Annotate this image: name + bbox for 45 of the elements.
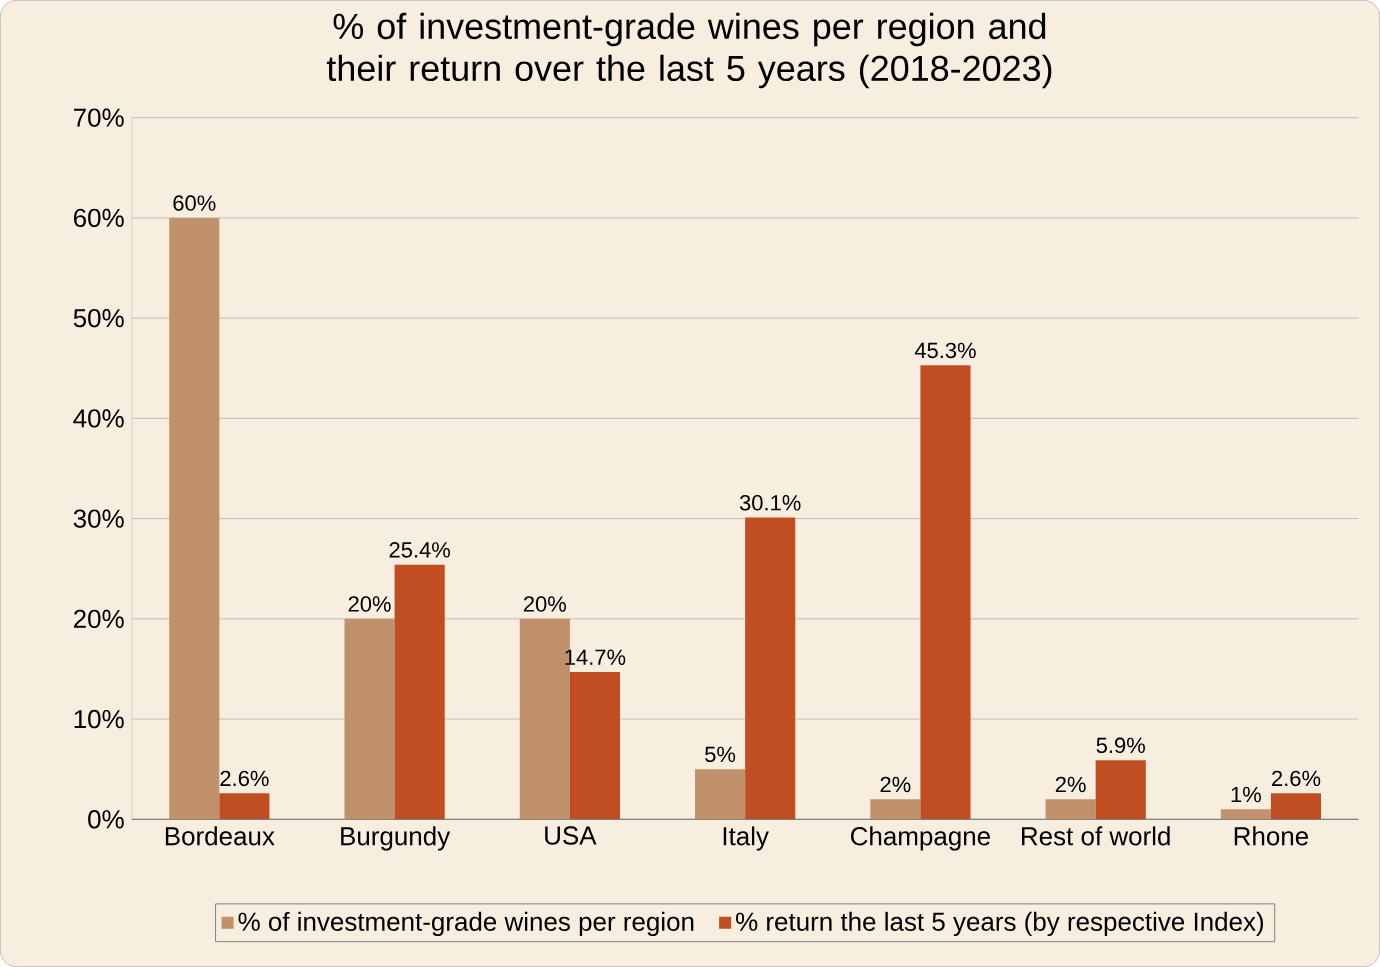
y-tick-label: 50%	[73, 308, 124, 328]
legend-label: % return the last 5 years (by respective Index)	[736, 911, 1264, 937]
y-tick-label: 10%	[74, 709, 124, 729]
y-tick-label: 60%	[74, 208, 124, 228]
bar	[1095, 760, 1146, 820]
data-label: 30.1%	[739, 494, 801, 511]
y-tick-label: 70%	[74, 108, 124, 127]
bar	[569, 671, 620, 820]
x-tick-label: Rhone	[1234, 826, 1309, 846]
data-label: 5.9%	[1096, 737, 1145, 754]
y-tick-label: 40%	[73, 409, 124, 428]
data-label: 2.6%	[220, 770, 269, 787]
data-label: 1%	[1231, 786, 1261, 803]
bar	[695, 769, 746, 820]
y-tick-label: 20%	[74, 609, 124, 628]
x-tick-label: USA	[545, 826, 597, 845]
x-tick-label: Rest of world	[1022, 826, 1170, 846]
chart-title: % of investment-grade wines per region and their return over the last 5 years (2018-2023)	[326, 12, 1052, 89]
bar	[1270, 793, 1322, 820]
x-tick-label: Bordeaux	[165, 826, 275, 846]
data-label: 2%	[880, 776, 911, 793]
data-label: 60%	[173, 195, 216, 211]
x-tick-label: Burgundy	[341, 826, 451, 851]
legend-label: % of investment-grade wines per region	[238, 911, 694, 937]
bar	[1220, 809, 1271, 820]
bar	[219, 793, 270, 820]
y-tick-label: 30%	[73, 509, 124, 528]
data-label: 14.7%	[565, 649, 626, 665]
data-label: 20%	[348, 596, 391, 612]
data-label: 20%	[523, 596, 566, 612]
bar	[745, 517, 796, 820]
x-tick-label: Italy	[723, 826, 769, 851]
bar	[394, 564, 445, 820]
data-label: 2.6%	[1272, 770, 1321, 787]
bar	[920, 365, 971, 820]
bar	[344, 618, 395, 820]
data-label: 45.3%	[914, 342, 976, 359]
data-label: 5%	[705, 746, 736, 763]
bar	[169, 217, 220, 820]
data-label: 2%	[1055, 776, 1086, 793]
y-tick-label: 0%	[88, 810, 124, 829]
data-label: 25.4%	[389, 542, 450, 558]
bar	[870, 799, 921, 820]
x-tick-label: Champagne	[851, 826, 990, 851]
bar	[1045, 799, 1096, 820]
